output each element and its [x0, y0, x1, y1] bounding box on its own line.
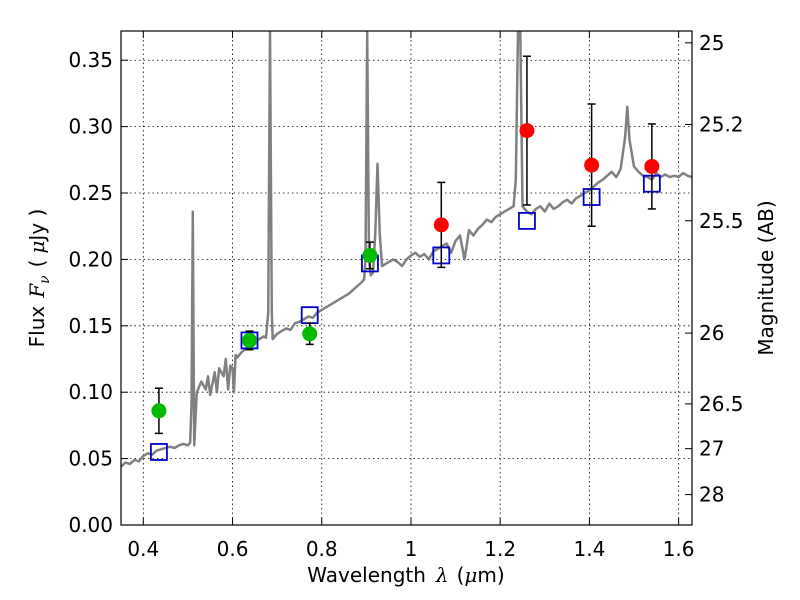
y-tick-label: 0.15 — [68, 314, 113, 338]
spectrum-line — [121, 31, 692, 468]
y-tick-label: 0.05 — [68, 447, 113, 471]
photometry-point — [362, 247, 378, 263]
x-tick-label: 1.6 — [663, 537, 695, 561]
x-tick-label: 0.8 — [306, 537, 338, 561]
plot-frame — [120, 30, 693, 526]
grid-layer — [121, 31, 692, 526]
y-tick-label: 0.10 — [68, 380, 113, 404]
y-tick-label: 0.35 — [68, 48, 113, 72]
y-tick-label: 0.20 — [68, 247, 113, 271]
x-axis-label: Wavelength λ (μm) — [307, 563, 504, 587]
x-tick-label: 1.2 — [484, 537, 516, 561]
photometry-point — [433, 217, 449, 233]
model-flux-square — [518, 211, 536, 230]
x-tick-label: 0.4 — [127, 537, 159, 561]
x-tick-label: 1.4 — [573, 537, 605, 561]
photometry-point — [644, 158, 660, 174]
y2-tick-label: 27 — [699, 437, 724, 461]
x-tick-label: 0.6 — [217, 537, 249, 561]
y2-tick-label: 25 — [699, 31, 724, 55]
photometry-point — [519, 123, 535, 139]
y2-tick-label: 26.5 — [699, 392, 744, 416]
y2-tick-label: 28 — [699, 483, 724, 507]
x-tick-label: 1 — [405, 537, 418, 561]
y-tick-label: 0.30 — [68, 115, 113, 139]
y-axis-label: FluxFν(μJy ) — [25, 209, 53, 348]
y2-tick-label: 25.2 — [699, 112, 744, 136]
y2-axis-label: Magnitude (AB) — [754, 200, 778, 355]
data-layer — [121, 31, 692, 468]
photometry-point — [241, 332, 257, 348]
y-tick-label: 0.00 — [68, 513, 113, 537]
marker-layer — [150, 55, 661, 461]
y2-tick-label: 25.5 — [699, 209, 744, 233]
photometry-point — [151, 403, 167, 419]
photometry-point — [584, 157, 600, 173]
y2-tick-label: 26 — [699, 321, 724, 345]
photometry-point — [302, 326, 318, 342]
y-tick-label: 0.25 — [68, 181, 113, 205]
model-flux-square — [150, 443, 168, 461]
tick-layer: 0.4 0.6 0.8 1 1.2 1.4 1.6 0.00 0.05 0.10 0.15 0.20 0… — [68, 31, 743, 561]
